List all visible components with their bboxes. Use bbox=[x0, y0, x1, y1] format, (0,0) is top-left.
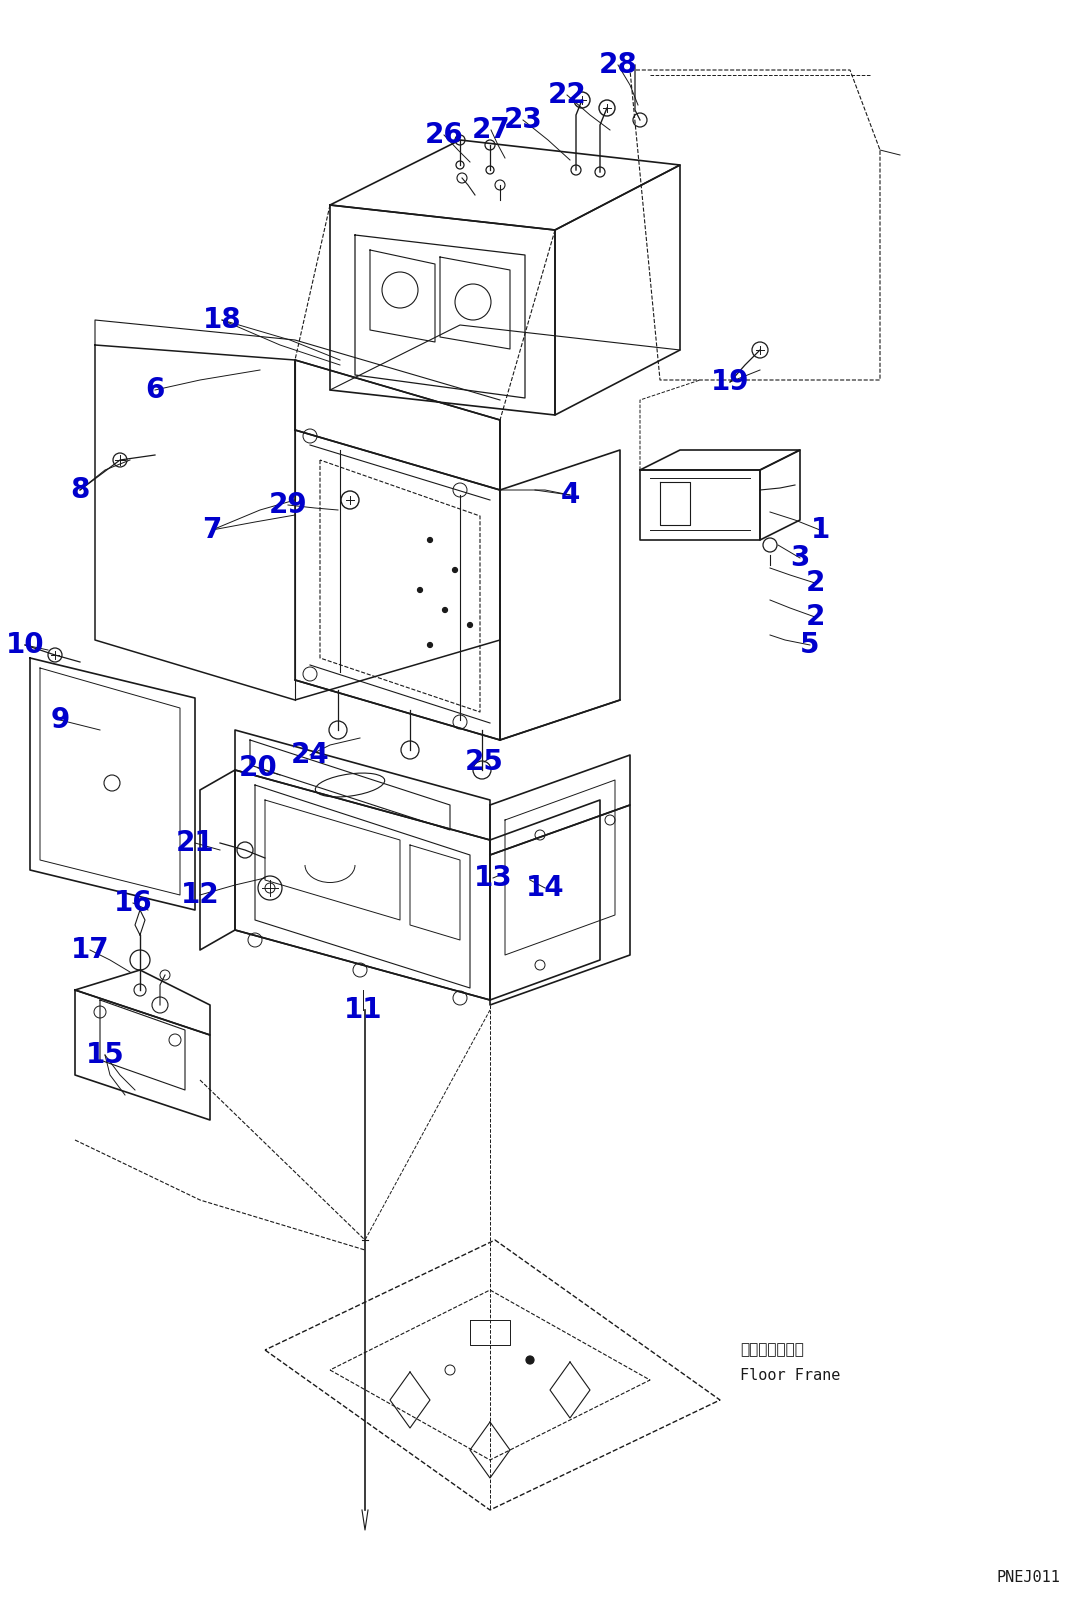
Text: 28: 28 bbox=[598, 52, 638, 79]
Text: 11: 11 bbox=[343, 995, 383, 1024]
Text: 20: 20 bbox=[239, 753, 277, 782]
Text: 16: 16 bbox=[113, 889, 153, 918]
Circle shape bbox=[417, 587, 423, 592]
Text: 4: 4 bbox=[560, 481, 580, 510]
Text: フロアフレーム: フロアフレーム bbox=[740, 1342, 804, 1358]
Text: 9: 9 bbox=[50, 706, 70, 734]
Text: 1: 1 bbox=[810, 516, 829, 544]
Text: 17: 17 bbox=[71, 936, 109, 965]
Text: 26: 26 bbox=[425, 121, 463, 148]
Text: 6: 6 bbox=[145, 376, 165, 403]
Text: 10: 10 bbox=[5, 631, 45, 660]
Text: 3: 3 bbox=[790, 544, 810, 573]
Text: 27: 27 bbox=[472, 116, 510, 144]
Text: 25: 25 bbox=[464, 748, 504, 776]
Text: 12: 12 bbox=[181, 881, 219, 910]
Text: 24: 24 bbox=[291, 740, 329, 769]
Circle shape bbox=[526, 1357, 534, 1365]
Circle shape bbox=[427, 642, 433, 647]
Text: 18: 18 bbox=[203, 306, 241, 334]
Text: 14: 14 bbox=[525, 874, 565, 902]
Text: 15: 15 bbox=[86, 1040, 124, 1069]
Circle shape bbox=[452, 568, 458, 573]
Text: PNEJ011: PNEJ011 bbox=[996, 1569, 1059, 1586]
Text: 2: 2 bbox=[806, 603, 825, 631]
Text: 23: 23 bbox=[504, 106, 543, 134]
Text: 22: 22 bbox=[547, 81, 586, 110]
Text: 29: 29 bbox=[269, 490, 307, 519]
Text: 21: 21 bbox=[175, 829, 215, 857]
Text: 2: 2 bbox=[806, 569, 825, 597]
Text: 19: 19 bbox=[711, 368, 749, 397]
Text: 5: 5 bbox=[800, 631, 820, 660]
Text: 8: 8 bbox=[71, 476, 89, 503]
Text: 13: 13 bbox=[474, 865, 512, 892]
Circle shape bbox=[427, 537, 433, 542]
Circle shape bbox=[468, 623, 472, 627]
Text: 7: 7 bbox=[203, 516, 221, 544]
Circle shape bbox=[443, 608, 448, 613]
Text: Floor Frane: Floor Frane bbox=[740, 1368, 840, 1382]
